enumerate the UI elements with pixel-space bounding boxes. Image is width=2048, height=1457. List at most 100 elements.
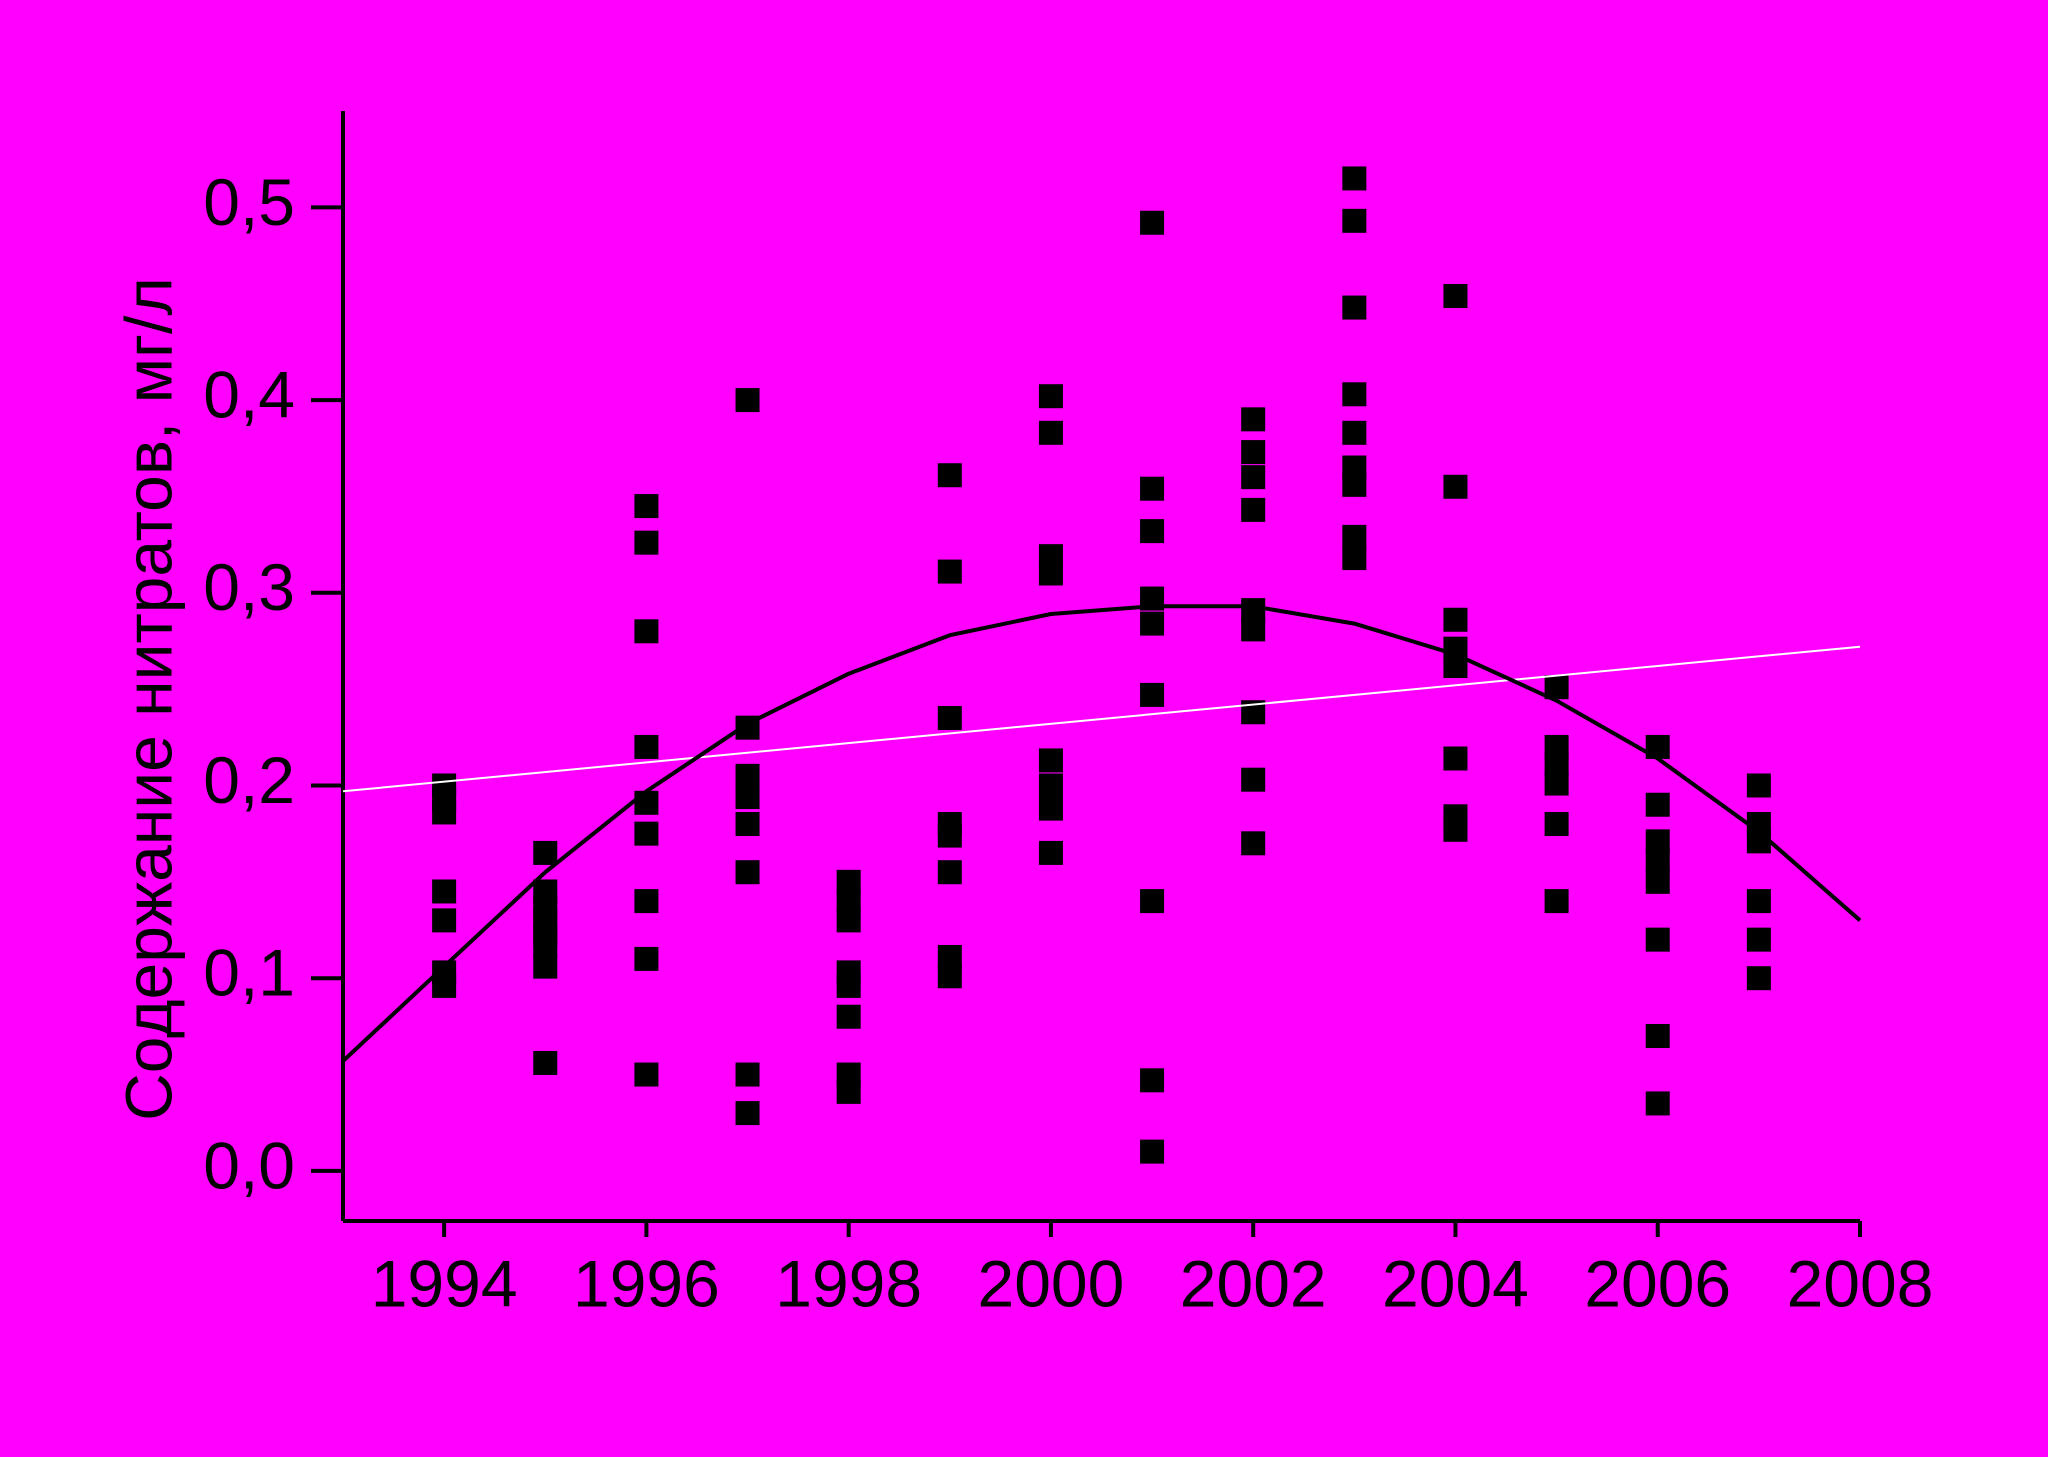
y-tick-label: 0,0	[203, 1128, 295, 1202]
data-point	[1342, 166, 1367, 191]
x-tick-label: 2008	[1787, 1246, 1934, 1320]
data-point	[937, 823, 962, 848]
data-point	[836, 908, 861, 933]
data-point	[1140, 519, 1165, 544]
data-point	[533, 840, 558, 865]
data-point	[634, 494, 659, 519]
data-point	[1241, 440, 1266, 465]
data-point	[1140, 611, 1165, 636]
data-point	[937, 706, 962, 731]
x-tick-label: 1998	[775, 1246, 922, 1320]
data-point	[1443, 607, 1468, 632]
data-point	[1241, 831, 1266, 856]
data-point	[1038, 796, 1063, 821]
data-point	[937, 964, 962, 989]
data-point	[1342, 208, 1367, 233]
data-point	[1140, 210, 1165, 235]
data-point	[1746, 773, 1771, 798]
y-tick-label: 0,3	[203, 550, 295, 624]
data-point	[1645, 869, 1670, 894]
data-point	[634, 734, 659, 759]
x-tick-label: 2006	[1584, 1246, 1731, 1320]
data-point	[1342, 472, 1367, 497]
data-point	[1544, 889, 1569, 914]
data-point	[1342, 546, 1367, 571]
x-tick-label: 1994	[371, 1246, 518, 1320]
fit-line	[341, 604, 1862, 1063]
data-point	[1443, 746, 1468, 771]
data-point	[432, 908, 457, 933]
data-point	[735, 388, 760, 413]
data-point	[533, 954, 558, 979]
data-point	[634, 530, 659, 555]
data-point	[1140, 1139, 1165, 1164]
y-tick-label: 0,1	[203, 936, 295, 1010]
data-point	[1342, 420, 1367, 445]
data-point	[634, 821, 659, 846]
data-point	[1038, 840, 1063, 865]
data-point	[1038, 384, 1063, 409]
data-point	[634, 1062, 659, 1087]
data-point	[1140, 476, 1165, 501]
data-point	[432, 973, 457, 998]
data-point	[533, 1050, 558, 1075]
data-point	[1038, 561, 1063, 586]
data-point	[634, 889, 659, 914]
data-point	[1342, 382, 1367, 407]
data-point	[634, 619, 659, 644]
data-point	[1645, 792, 1670, 817]
data-point	[937, 463, 962, 488]
data-point	[836, 973, 861, 998]
data-point	[1241, 465, 1266, 490]
data-point	[634, 790, 659, 815]
data-point	[1645, 848, 1670, 873]
data-point	[1241, 767, 1266, 792]
data-point	[1443, 474, 1468, 499]
data-point	[735, 812, 760, 837]
data-point	[836, 1079, 861, 1104]
data-point	[432, 879, 457, 904]
x-tick-label: 2002	[1180, 1246, 1327, 1320]
x-tick-label: 2000	[978, 1246, 1125, 1320]
data-point	[1443, 817, 1468, 842]
data-point	[937, 860, 962, 885]
x-tick-label: 2004	[1382, 1246, 1529, 1320]
data-point	[634, 946, 659, 971]
data-point	[1746, 966, 1771, 991]
data-point	[1342, 524, 1367, 549]
data-point	[1746, 927, 1771, 952]
data-point	[1645, 927, 1670, 952]
data-point	[1746, 889, 1771, 914]
data-point	[1241, 407, 1266, 432]
data-point	[937, 559, 962, 584]
data-point	[1038, 420, 1063, 445]
data-point	[836, 1004, 861, 1029]
y-tick-label: 0,2	[203, 743, 295, 817]
data-point	[735, 860, 760, 885]
x-tick-label: 1996	[573, 1246, 720, 1320]
data-point	[1342, 295, 1367, 320]
data-point	[533, 933, 558, 958]
data-point	[1645, 1024, 1670, 1048]
data-point	[1241, 617, 1266, 642]
data-point	[1241, 497, 1266, 522]
data-point	[1038, 748, 1063, 773]
data-point	[1645, 1091, 1670, 1116]
y-axis-label: Содержание нитратов, мг/л	[111, 277, 185, 1121]
data-point	[1544, 771, 1569, 796]
data-point	[1443, 284, 1468, 308]
data-point	[432, 800, 457, 825]
data-point	[735, 1101, 760, 1126]
fit-line	[342, 645, 1861, 793]
data-point	[735, 785, 760, 810]
data-point	[1140, 1068, 1165, 1093]
data-point	[735, 763, 760, 788]
data-point	[1544, 812, 1569, 837]
data-point	[1038, 773, 1063, 798]
data-point	[735, 1062, 760, 1087]
data-point	[1140, 889, 1165, 914]
y-tick-label: 0,5	[203, 165, 295, 239]
y-tick-label: 0,4	[203, 358, 295, 432]
